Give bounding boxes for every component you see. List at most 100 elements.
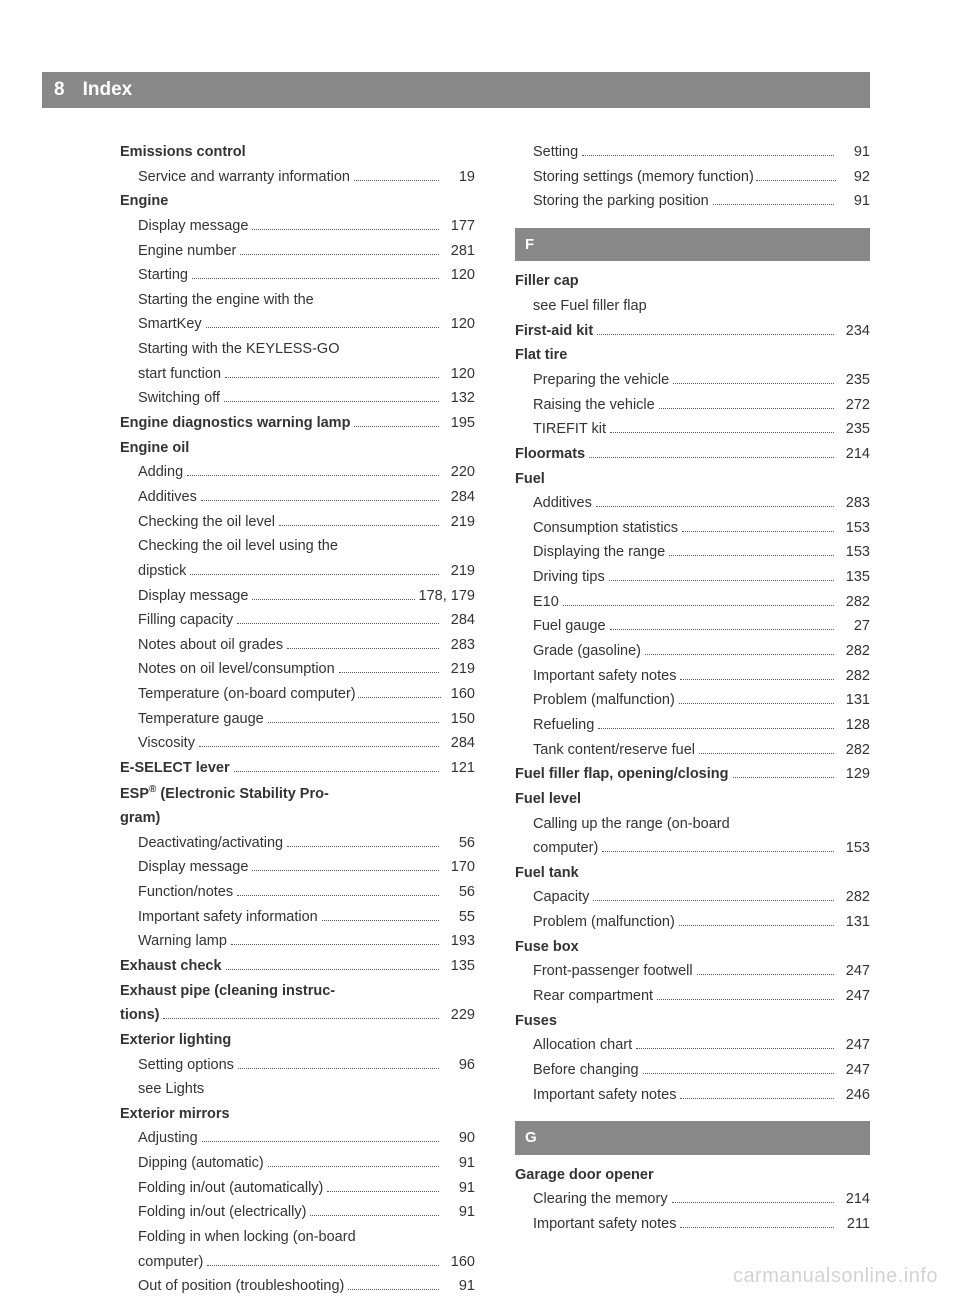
entry-page: 193	[443, 929, 475, 954]
entry-label: Fuse box	[515, 935, 579, 960]
entry-label: Display message	[138, 584, 248, 609]
entry-label: E-SELECT lever	[120, 756, 230, 781]
entry-page: 19	[443, 165, 475, 190]
index-entry: Folding in/out (electrically)91	[120, 1200, 475, 1225]
leader-dots	[207, 1265, 439, 1266]
leader-dots	[327, 1191, 439, 1192]
leader-dots	[733, 777, 835, 778]
index-entry: Filler cap	[515, 269, 870, 294]
index-entry: Grade (gasoline)282	[515, 639, 870, 664]
section-bar: G	[515, 1121, 870, 1155]
entry-label: Temperature (on-board computer)	[138, 682, 356, 707]
leader-dots	[679, 703, 834, 704]
entry-page: 219	[443, 559, 475, 584]
leader-dots	[187, 475, 439, 476]
index-columns: Emissions controlService and warranty in…	[120, 140, 870, 1299]
index-entry: Display message177	[120, 214, 475, 239]
entry-page: 211	[838, 1212, 870, 1237]
entry-page: 91	[443, 1176, 475, 1201]
index-entry: Driving tips135	[515, 565, 870, 590]
entry-label: Starting the engine with the	[138, 288, 314, 313]
entry-page: 91	[838, 189, 870, 214]
index-entry: Fuel level	[515, 787, 870, 812]
entry-page: 272	[838, 393, 870, 418]
entry-page: 153	[838, 540, 870, 565]
entry-page: 247	[838, 959, 870, 984]
entry-label: Storing the parking position	[533, 189, 709, 214]
entry-page: 129	[838, 762, 870, 787]
index-entry: Important safety notes282	[515, 664, 870, 689]
entry-page: 120	[443, 263, 475, 288]
entry-label: Notes about oil grades	[138, 633, 283, 658]
entry-page: 160	[443, 682, 475, 707]
index-entry: Storing the parking position 91	[515, 189, 870, 214]
index-entry: SmartKey120	[120, 312, 475, 337]
index-entry: Before changing247	[515, 1058, 870, 1083]
entry-page: 284	[443, 608, 475, 633]
index-entry: Preparing the vehicle235	[515, 368, 870, 393]
entry-label: Raising the vehicle	[533, 393, 655, 418]
entry-label: Driving tips	[533, 565, 605, 590]
entry-label: Flat tire	[515, 343, 567, 368]
entry-label: Fuel filler flap, opening/closing	[515, 762, 729, 787]
leader-dots	[645, 654, 834, 655]
leader-dots	[589, 457, 834, 458]
index-entry: Switching off 132	[120, 386, 475, 411]
entry-page: 132	[443, 386, 475, 411]
entry-label: Storing settings (memory function)	[533, 165, 754, 190]
entry-page: 281	[443, 239, 475, 264]
entry-label: Calling up the range (on-board	[533, 812, 730, 837]
index-entry: Problem (malfunction) 131	[515, 910, 870, 935]
index-entry: Important safety information55	[120, 905, 475, 930]
entry-page: 283	[838, 491, 870, 516]
leader-dots	[339, 672, 439, 673]
entry-page: 131	[838, 910, 870, 935]
entry-label: First-aid kit	[515, 319, 593, 344]
entry-label: Switching off	[138, 386, 220, 411]
leader-dots	[602, 851, 834, 852]
leader-dots	[699, 753, 834, 754]
entry-page: 120	[443, 362, 475, 387]
entry-label: Problem (malfunction)	[533, 910, 675, 935]
entry-label: Garage door opener	[515, 1163, 654, 1188]
index-entry: Viscosity284	[120, 731, 475, 756]
entry-page: 219	[443, 510, 475, 535]
entry-page: 27	[838, 614, 870, 639]
entry-label: Starting	[138, 263, 188, 288]
page-number: 8	[54, 79, 65, 101]
entry-label: Consumption statistics	[533, 516, 678, 541]
leader-dots	[354, 180, 439, 181]
entry-label: Filler cap	[515, 269, 579, 294]
entry-label: Out of position (troubleshooting)	[138, 1274, 344, 1299]
leader-dots	[252, 229, 439, 230]
entry-label: Grade (gasoline)	[533, 639, 641, 664]
index-entry: Raising the vehicle 272	[515, 393, 870, 418]
page-header: 8 Index	[42, 72, 870, 108]
entry-label: Adjusting	[138, 1126, 198, 1151]
entry-label: Dipping (automatic)	[138, 1151, 264, 1176]
entry-label: Engine number	[138, 239, 236, 264]
leader-dots	[287, 846, 439, 847]
entry-label: Checking the oil level	[138, 510, 275, 535]
entry-label: Preparing the vehicle	[533, 368, 669, 393]
entry-page: 153	[838, 516, 870, 541]
leader-dots	[609, 580, 834, 581]
entry-page: 160	[443, 1250, 475, 1275]
entry-page: 177	[443, 214, 475, 239]
leader-dots	[252, 870, 439, 871]
entry-label: Refueling	[533, 713, 594, 738]
entry-label: Folding in/out (automatically)	[138, 1176, 323, 1201]
index-entry: Out of position (troubleshooting)91	[120, 1274, 475, 1299]
leader-dots	[610, 629, 834, 630]
entry-page: 282	[838, 590, 870, 615]
index-entry: Adding220	[120, 460, 475, 485]
entry-label: gram)	[120, 806, 160, 831]
entry-label: Exhaust check	[120, 954, 222, 979]
entry-label: Engine	[120, 189, 168, 214]
index-entry: Calling up the range (on-board	[515, 812, 870, 837]
entry-page: 131	[838, 688, 870, 713]
leader-dots	[237, 895, 439, 896]
entry-page: 128	[838, 713, 870, 738]
leader-dots	[348, 1289, 439, 1290]
entry-label: Engine diagnostics warning lamp	[120, 411, 350, 436]
